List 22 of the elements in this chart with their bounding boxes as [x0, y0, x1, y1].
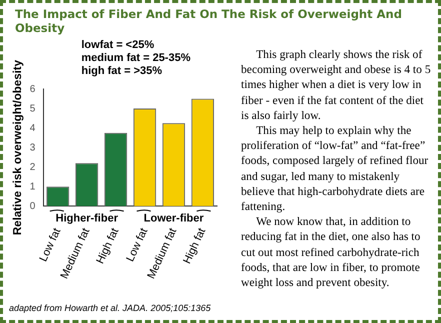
y-axis-title: Relative risk overweight/obesity — [12, 59, 24, 236]
x-tick-label: Low fat — [37, 226, 64, 264]
text: This graph clearly shows the risk of becoming overweight and obese is 4 to 5 times higher when a diet is very low in fiber - even if the fat content of the diet is also fairly low. — [241, 47, 432, 124]
y-tick-label: 6 — [30, 84, 36, 95]
y-tick-label: 3 — [30, 142, 36, 154]
text: This may help to explain why the proliferation of “low-fat” and “fat-free” foods, composed largely of refined flour and sugar, led many to mistakenly believe that high-carbohydrate diets are fattening. — [241, 123, 430, 214]
text: medium fat = 25-35% — [81, 52, 191, 64]
text: Higher-fiber — [56, 212, 119, 225]
chart-title: The Impact of Fiber And Fat On The Risk of Overweight And Obesity — [15, 7, 403, 35]
y-tick-label: 4 — [30, 122, 36, 134]
text: adapted from Howarth et al. JADA. 2005;105:1365 — [9, 303, 212, 313]
y-tick-label: 0 — [30, 200, 36, 212]
text: We now know that, in addition to reducing fat in the diet, one also has to cut out most refined carbohydrate-rich foods, that are low in fiber, to promote weight loss and prevent obesity. — [241, 214, 422, 290]
text: high fat = >35% — [81, 65, 162, 78]
y-tick-label: 5 — [30, 103, 36, 114]
text: lowfat = <25% — [81, 39, 154, 52]
x-tick-label: High fat — [94, 226, 122, 266]
y-tick-label: 2 — [30, 162, 36, 173]
x-tick-label: High fat — [181, 226, 208, 266]
y-tick-label: 1 — [30, 181, 36, 192]
text: Lower-fiber — [144, 212, 204, 225]
x-tick-label: Low fat — [124, 226, 150, 264]
